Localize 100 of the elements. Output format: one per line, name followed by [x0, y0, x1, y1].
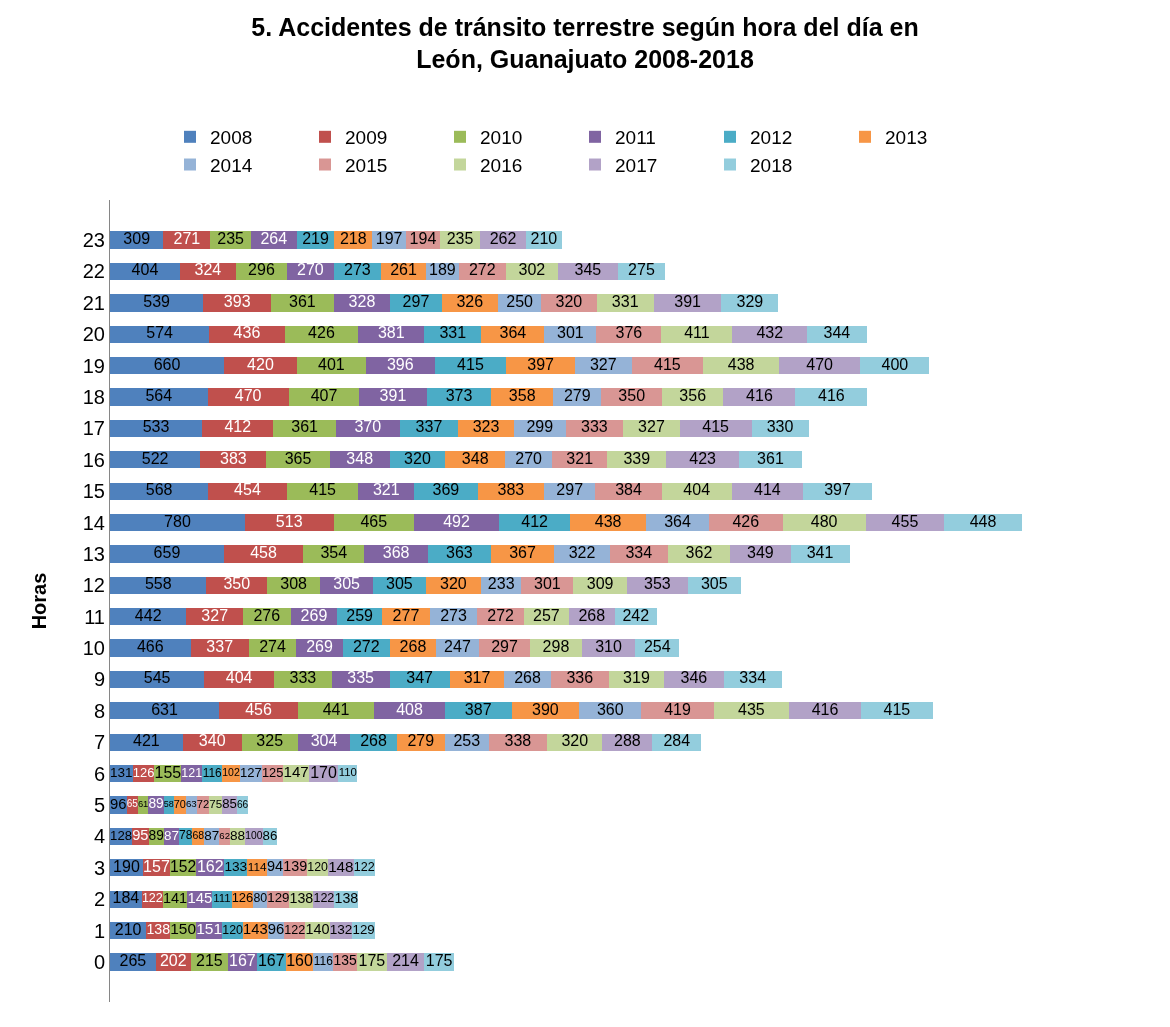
data-label: 333 — [581, 418, 608, 436]
data-label: 381 — [377, 324, 405, 342]
data-label: 435 — [738, 700, 765, 718]
y-axis-title: Horas — [28, 572, 51, 630]
data-label: 194 — [409, 230, 437, 248]
bar — [110, 545, 224, 563]
data-label: 94 — [267, 858, 284, 875]
data-label: 170 — [310, 763, 337, 781]
data-label: 86 — [262, 827, 278, 843]
data-label: 334 — [625, 543, 653, 561]
data-label: 96 — [110, 795, 127, 812]
data-label: 660 — [153, 355, 181, 373]
data-label: 331 — [439, 324, 467, 342]
data-label: 391 — [379, 387, 407, 405]
data-label: 120 — [307, 859, 329, 874]
data-label: 66 — [236, 798, 249, 810]
bar — [110, 639, 191, 657]
data-label: 132 — [329, 921, 353, 937]
data-label: 298 — [542, 638, 570, 656]
data-label: 274 — [259, 638, 286, 656]
data-label: 305 — [333, 575, 361, 593]
y-tick-label: 4 — [93, 825, 105, 848]
data-label: 309 — [123, 230, 151, 248]
data-label: 356 — [679, 387, 707, 405]
data-label: 122 — [141, 891, 163, 906]
data-label: 441 — [322, 700, 350, 718]
data-label: 631 — [151, 700, 178, 718]
data-label: 327 — [638, 418, 665, 436]
data-label: 393 — [223, 292, 251, 310]
y-tick-label: 22 — [82, 260, 105, 283]
data-label: 456 — [245, 700, 272, 718]
data-label: 288 — [614, 732, 641, 750]
data-label: 304 — [310, 732, 338, 750]
data-label: 347 — [406, 669, 434, 687]
data-label: 268 — [578, 606, 606, 624]
data-label: 264 — [260, 230, 288, 248]
data-label: 401 — [318, 355, 345, 373]
data-label: 345 — [574, 261, 602, 279]
y-tick-label: 7 — [93, 731, 105, 754]
y-tick-label: 21 — [82, 291, 105, 314]
data-label: 346 — [680, 669, 708, 687]
data-label: 539 — [143, 292, 171, 310]
data-label: 305 — [386, 575, 413, 593]
data-label: 122 — [313, 891, 335, 906]
data-label: 365 — [284, 449, 312, 467]
y-tick-label: 13 — [82, 542, 105, 565]
data-label: 341 — [806, 543, 834, 561]
data-label: 411 — [684, 324, 710, 342]
data-label: 270 — [515, 449, 543, 467]
data-label: 147 — [283, 763, 309, 781]
bar — [723, 388, 796, 406]
data-label: 320 — [440, 575, 467, 593]
data-label: 333 — [289, 669, 317, 687]
data-label: 391 — [674, 292, 702, 310]
data-label: 85 — [222, 796, 237, 812]
data-label: 326 — [456, 292, 484, 310]
data-label: 358 — [508, 387, 536, 405]
data-label: 87 — [204, 827, 220, 843]
data-label: 259 — [346, 606, 374, 624]
data-label: 404 — [131, 261, 159, 279]
y-tick-label: 2 — [93, 888, 105, 911]
data-label: 250 — [506, 292, 534, 310]
data-label: 162 — [196, 857, 224, 875]
data-label: 269 — [300, 606, 328, 624]
legend-label: 2016 — [480, 154, 523, 176]
data-label: 131 — [110, 764, 133, 780]
data-label: 368 — [382, 543, 410, 561]
data-label: 362 — [685, 543, 713, 561]
y-tick-label: 10 — [82, 637, 105, 660]
data-label: 155 — [154, 763, 182, 781]
data-label: 111 — [213, 891, 231, 904]
data-label: 80 — [253, 891, 268, 906]
data-label: 448 — [969, 512, 997, 530]
y-tick-label: 9 — [93, 668, 105, 691]
data-label: 384 — [615, 481, 643, 499]
legend-label: 2012 — [750, 127, 793, 149]
bar — [110, 294, 204, 312]
data-label: 253 — [453, 732, 481, 750]
legend-label: 2017 — [615, 154, 658, 176]
data-label: 121 — [181, 765, 203, 780]
data-label: 340 — [198, 732, 226, 750]
data-label: 214 — [392, 951, 419, 969]
data-label: 383 — [220, 449, 247, 467]
data-label: 235 — [446, 230, 474, 248]
data-label: 125 — [261, 764, 284, 780]
data-label: 322 — [568, 543, 596, 561]
data-label: 574 — [146, 324, 174, 342]
bar — [110, 513, 245, 532]
data-label: 126 — [231, 890, 254, 906]
data-label: 138 — [334, 889, 359, 906]
data-label: 470 — [806, 355, 834, 373]
data-label: 129 — [267, 890, 290, 906]
data-label: 361 — [289, 292, 316, 310]
data-label: 116 — [313, 953, 334, 968]
data-label: 344 — [823, 324, 851, 342]
data-label: 319 — [623, 669, 650, 687]
data-label: 416 — [818, 387, 845, 405]
data-label: 210 — [530, 230, 558, 248]
data-label: 202 — [159, 951, 187, 969]
y-tick-label: 5 — [93, 793, 105, 816]
